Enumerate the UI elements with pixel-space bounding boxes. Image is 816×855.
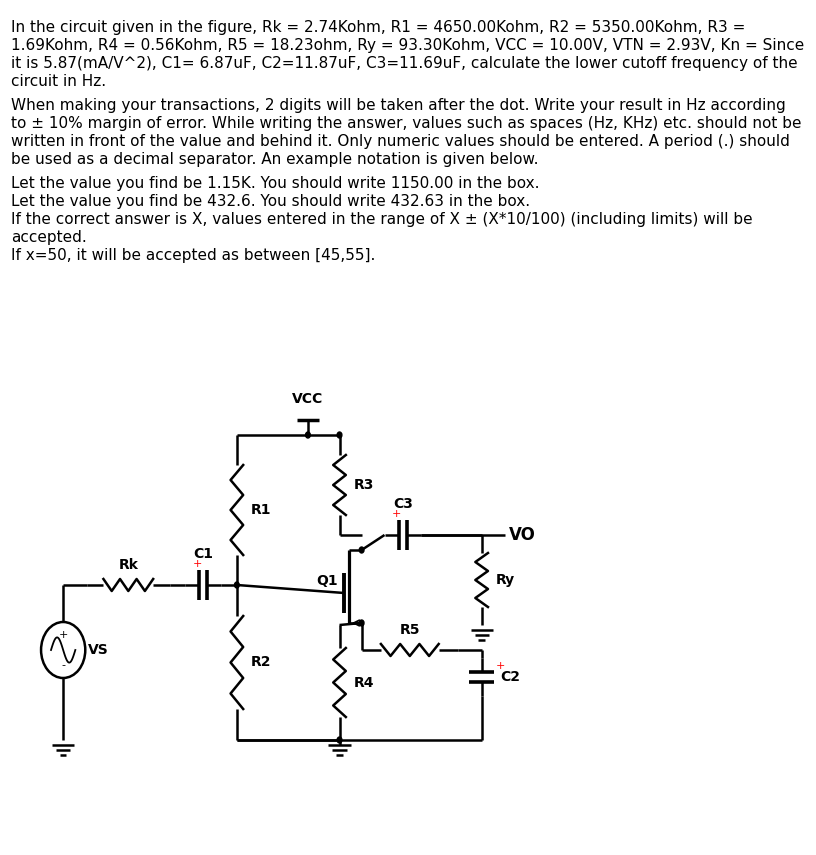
Text: C2: C2 [500,670,521,684]
Text: Rk: Rk [118,558,138,572]
Text: VO: VO [509,526,536,544]
Text: When making your transactions, 2 digits will be taken after the dot. Write your : When making your transactions, 2 digits … [11,98,786,113]
Text: R2: R2 [251,656,272,669]
Circle shape [234,582,239,588]
Text: to ± 10% margin of error. While writing the answer, values such as spaces (Hz, K: to ± 10% margin of error. While writing … [11,116,801,131]
Text: If x=50, it will be accepted as between [45,55].: If x=50, it will be accepted as between … [11,248,375,263]
Text: it is 5.87(mA/V^2), C1= 6.87uF, C2=11.87uF, C3=11.69uF, calculate the lower cuto: it is 5.87(mA/V^2), C1= 6.87uF, C2=11.87… [11,56,798,71]
Text: Q1: Q1 [317,574,338,588]
Text: C3: C3 [392,497,413,511]
Text: +: + [496,661,505,671]
Circle shape [337,737,342,743]
Text: +: + [193,559,202,569]
Text: accepted.: accepted. [11,230,86,245]
Text: VCC: VCC [292,392,324,406]
Text: R5: R5 [400,623,420,637]
Text: circuit in Hz.: circuit in Hz. [11,74,106,89]
Text: be used as a decimal separator. An example notation is given below.: be used as a decimal separator. An examp… [11,152,539,167]
Text: If the correct answer is X, values entered in the range of X ± (X*10/100) (inclu: If the correct answer is X, values enter… [11,212,752,227]
Circle shape [337,432,342,438]
Text: VS: VS [88,643,109,657]
Circle shape [359,620,364,626]
Text: written in front of the value and behind it. Only numeric values should be enter: written in front of the value and behind… [11,134,790,149]
Text: 1.69Kohm, R4 = 0.56Kohm, R5 = 18.23ohm, Ry = 93.30Kohm, VCC = 10.00V, VTN = 2.93: 1.69Kohm, R4 = 0.56Kohm, R5 = 18.23ohm, … [11,38,805,53]
Text: +: + [59,629,68,640]
Text: Ry: Ry [496,573,515,587]
Text: C1: C1 [193,547,213,561]
Text: R4: R4 [353,675,375,689]
Text: R3: R3 [353,478,374,492]
Text: R1: R1 [251,503,272,517]
Circle shape [305,432,310,438]
Text: Let the value you find be 1.15K. You should write 1150.00 in the box.: Let the value you find be 1.15K. You sho… [11,176,539,191]
Text: -: - [61,660,65,670]
Text: +: + [392,509,401,519]
Circle shape [359,547,364,553]
Text: Let the value you find be 432.6. You should write 432.63 in the box.: Let the value you find be 432.6. You sho… [11,194,530,209]
Text: In the circuit given in the figure, Rk = 2.74Kohm, R1 = 4650.00Kohm, R2 = 5350.0: In the circuit given in the figure, Rk =… [11,20,746,35]
